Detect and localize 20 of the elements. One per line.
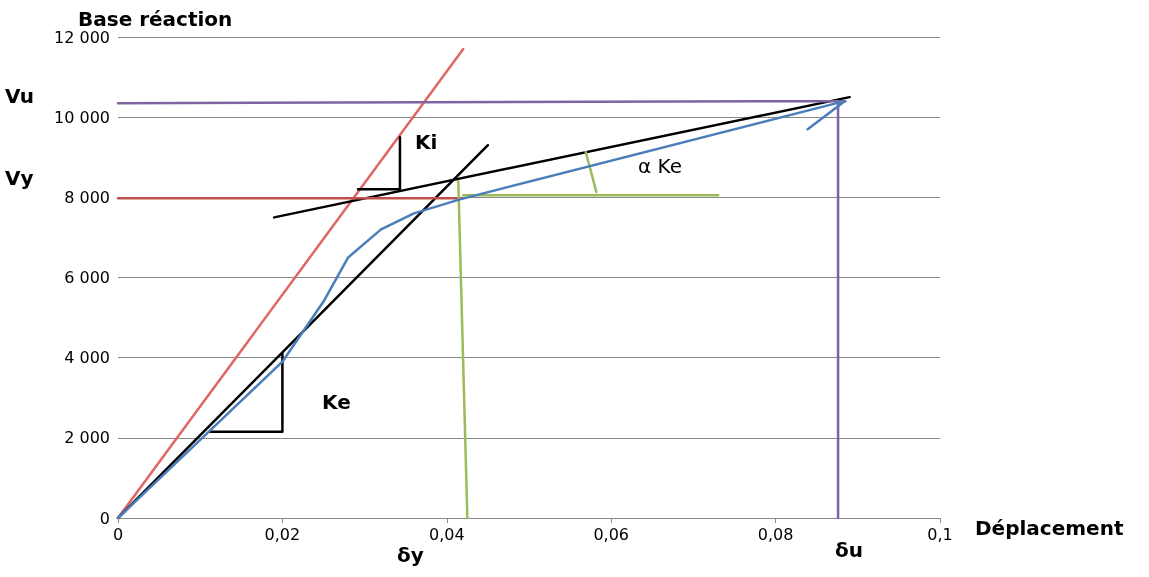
y-tick-label: 6 000	[64, 268, 110, 287]
annotation: Ki	[415, 130, 438, 154]
annotation: Ke	[322, 390, 351, 414]
x-tick-label: 0,04	[428, 524, 465, 544]
x-tick-label: 0	[112, 524, 124, 544]
x-tick-label: 0,06	[593, 524, 630, 544]
text: δu	[835, 538, 863, 562]
y-tick-label: 2 000	[64, 428, 110, 448]
annotation: α Ke	[638, 154, 682, 178]
x-axis-title: Déplacement	[975, 516, 1124, 540]
text: δy	[397, 543, 424, 567]
y-tick-label: 4 000	[64, 348, 110, 368]
y-tick-label: 8 000	[64, 187, 110, 207]
text: Vy	[5, 166, 34, 190]
x-tick-label: 0,1	[927, 524, 953, 544]
y-tick-label: 0	[99, 508, 110, 528]
text: Vu	[5, 84, 35, 108]
x-tick-label: 0,02	[264, 524, 301, 544]
y-tick-label: 10 000	[54, 107, 110, 127]
x-tick-label: 0,08	[757, 524, 794, 544]
